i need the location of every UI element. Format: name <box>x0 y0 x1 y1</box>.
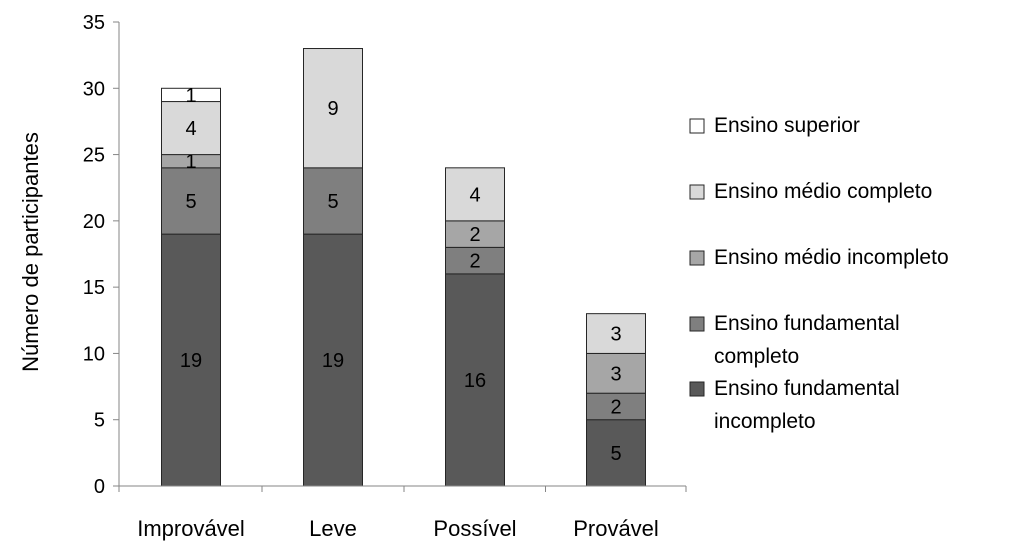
data-label-possivel-ensino-fundamental-completo: 2 <box>469 251 480 273</box>
legend-label-ensino-fundamental-completo: Ensino fundamental completo <box>714 312 900 368</box>
legend-swatch-ensino-medio-incompleto <box>689 250 705 266</box>
y-tick-label: 10 <box>83 343 105 365</box>
bar-segment-leve-ensino-fundamental-incompleto <box>303 233 363 487</box>
bar-segment-possivel-ensino-medio-completo <box>445 167 505 222</box>
data-label-provavel-ensino-medio-incompleto: 3 <box>610 363 621 385</box>
y-tick-label: 0 <box>94 476 105 498</box>
data-label-improvavel-ensino-medio-incompleto: 1 <box>185 151 196 173</box>
data-label-provavel-ensino-fundamental-incompleto: 5 <box>610 443 621 465</box>
legend-swatch-ensino-superior <box>689 118 705 134</box>
legend-label-ensino-medio-incompleto: Ensino médio incompleto <box>714 246 949 269</box>
x-tick-label-leve: Leve <box>309 516 357 541</box>
plot-area: 19 5 1 4 1 19 5 9 16 2 2 4 5 2 3 3 <box>161 48 646 487</box>
y-tick-label: 15 <box>83 277 105 299</box>
data-label-leve-ensino-fundamental-incompleto: 19 <box>322 350 344 372</box>
bar-segment-provavel-ensino-fundamental-incompleto <box>586 419 646 487</box>
bar-segment-provavel-ensino-fundamental-completo <box>586 392 646 421</box>
bar-segment-leve-ensino-fundamental-completo <box>303 167 363 235</box>
legend-label-ensino-fundamental-incompleto: Ensino fundamental incompleto <box>714 377 900 433</box>
data-label-possivel-ensino-medio-incompleto: 2 <box>469 224 480 246</box>
data-label-improvavel-ensino-fundamental-incompleto: 19 <box>180 350 202 372</box>
x-tick-label-provavel: Provável <box>573 516 659 541</box>
y-tick-label: 35 <box>83 12 105 34</box>
legend: Ensino superior Ensino médio completo Ensi… <box>689 114 949 433</box>
data-label-leve-ensino-fundamental-completo: 5 <box>327 191 338 213</box>
data-label-improvavel-ensino-medio-completo: 4 <box>185 118 196 140</box>
bar-segment-improvavel-ensino-superior <box>161 87 221 103</box>
data-label-improvavel-ensino-superior: 1 <box>185 85 196 107</box>
legend-swatch-ensino-fundamental-incompleto <box>689 381 705 397</box>
bar-segment-provavel-ensino-medio-completo <box>586 313 646 354</box>
legend-swatch-ensino-fundamental-completo <box>689 316 705 332</box>
bar-segment-leve-ensino-medio-completo <box>303 48 363 169</box>
legend-label-ensino-medio-completo: Ensino médio completo <box>714 180 932 203</box>
bar-segment-possivel-ensino-fundamental-completo <box>445 246 505 275</box>
y-tick-label: 20 <box>83 211 105 233</box>
y-tick-label: 25 <box>83 145 105 167</box>
bar-segment-improvavel-ensino-medio-completo <box>161 101 221 156</box>
data-label-leve-ensino-medio-completo: 9 <box>327 98 338 120</box>
x-tick-label-possivel: Possível <box>433 516 516 541</box>
bar-segment-provavel-ensino-medio-incompleto <box>586 352 646 394</box>
data-label-provavel-ensino-fundamental-completo: 2 <box>610 396 621 418</box>
legend-swatch-ensino-medio-completo <box>689 184 705 200</box>
data-label-possivel-ensino-medio-completo: 4 <box>469 184 480 206</box>
y-tick-label: 30 <box>83 78 105 100</box>
data-label-possivel-ensino-fundamental-incompleto: 16 <box>464 370 486 392</box>
bar-segment-improvavel-ensino-fundamental-incompleto <box>161 233 221 487</box>
bar-segment-improvavel-ensino-fundamental-completo <box>161 167 221 235</box>
y-tick-label: 5 <box>94 410 105 432</box>
legend-label-ensino-superior: Ensino superior <box>714 114 860 137</box>
data-label-provavel-ensino-medio-completo: 3 <box>610 324 621 346</box>
x-tick-label-improvavel: Improvável <box>137 516 245 541</box>
data-label-improvavel-ensino-fundamental-completo: 5 <box>185 191 196 213</box>
y-axis-label: Número de participantes <box>18 132 43 372</box>
